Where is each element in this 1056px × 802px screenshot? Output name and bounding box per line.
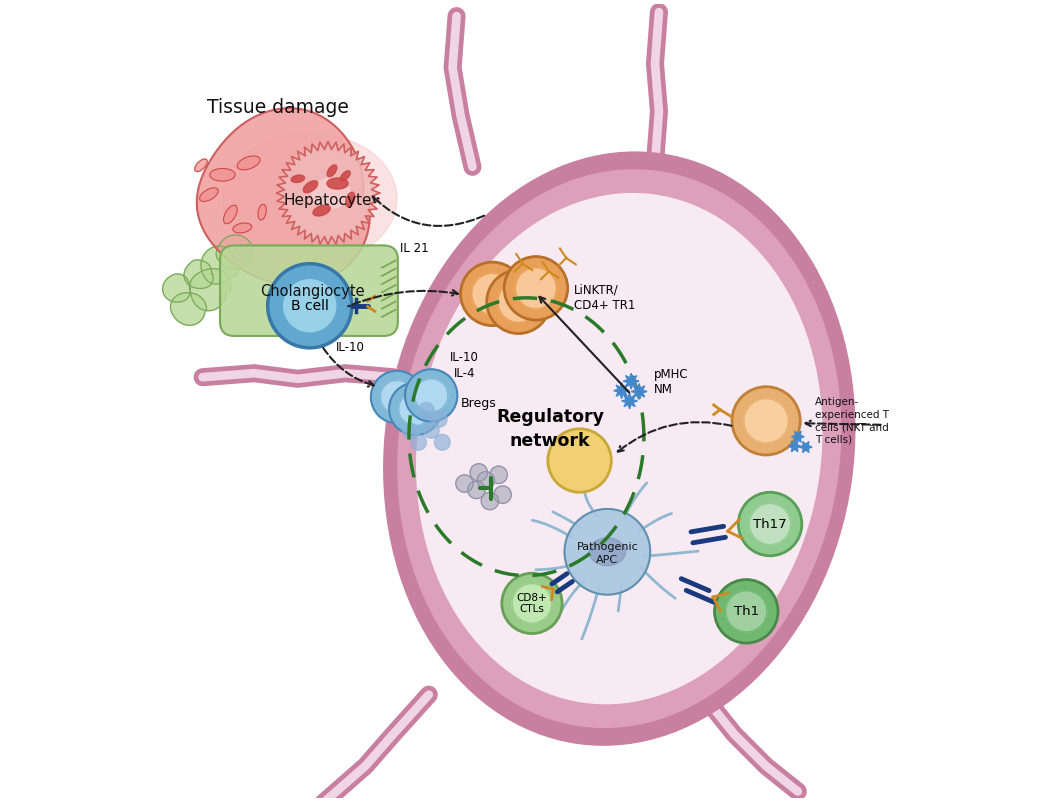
Circle shape [502, 573, 562, 634]
Circle shape [497, 282, 540, 322]
Ellipse shape [305, 279, 338, 304]
Circle shape [468, 481, 485, 499]
Text: Th1: Th1 [734, 605, 759, 618]
Circle shape [487, 270, 550, 334]
Circle shape [380, 380, 414, 414]
Polygon shape [277, 141, 379, 245]
Circle shape [456, 475, 473, 492]
Polygon shape [190, 269, 231, 310]
Circle shape [477, 472, 494, 489]
Polygon shape [631, 383, 647, 399]
Text: Antigen-
experienced T
cells (NKT and
T cells): Antigen- experienced T cells (NKT and T … [815, 397, 889, 444]
Circle shape [267, 264, 352, 348]
Text: IL-10
IL-4: IL-10 IL-4 [450, 350, 479, 380]
Circle shape [389, 383, 441, 435]
Circle shape [732, 387, 800, 455]
Text: pMHC
NM: pMHC NM [654, 368, 689, 396]
Ellipse shape [258, 205, 266, 220]
Text: Bregs: Bregs [460, 397, 496, 410]
Text: Pathogenic
APC: Pathogenic APC [577, 542, 638, 565]
Text: Th17: Th17 [753, 517, 787, 530]
Circle shape [565, 509, 650, 594]
FancyBboxPatch shape [220, 245, 398, 336]
Circle shape [411, 435, 427, 450]
Circle shape [750, 504, 791, 545]
Ellipse shape [345, 192, 355, 207]
Circle shape [512, 584, 552, 623]
Text: LiNKTR/
CD4+ TR1: LiNKTR/ CD4+ TR1 [574, 283, 636, 312]
Text: CD8+
CTLs: CD8+ CTLs [516, 593, 547, 614]
Circle shape [548, 429, 611, 492]
Circle shape [472, 273, 513, 314]
Text: Cholangiocyte: Cholangiocyte [260, 284, 364, 299]
Text: IL-10: IL-10 [336, 342, 364, 354]
Polygon shape [789, 441, 802, 452]
Ellipse shape [341, 171, 351, 180]
Text: Hepatocyte: Hepatocyte [284, 193, 373, 209]
Ellipse shape [224, 205, 238, 224]
Circle shape [715, 580, 778, 643]
Ellipse shape [327, 178, 348, 189]
Text: IL 21: IL 21 [400, 242, 429, 255]
Polygon shape [622, 393, 638, 409]
Ellipse shape [313, 178, 351, 209]
Circle shape [738, 492, 802, 556]
Ellipse shape [383, 152, 854, 745]
Circle shape [725, 591, 767, 632]
Circle shape [515, 268, 557, 309]
Circle shape [482, 492, 498, 510]
Ellipse shape [303, 180, 318, 192]
Ellipse shape [398, 170, 841, 727]
Circle shape [431, 411, 447, 427]
Ellipse shape [223, 133, 397, 264]
Ellipse shape [238, 156, 260, 170]
Ellipse shape [233, 223, 251, 233]
Circle shape [423, 423, 439, 439]
Circle shape [460, 262, 524, 326]
Ellipse shape [417, 193, 822, 703]
Polygon shape [201, 246, 240, 284]
Ellipse shape [589, 538, 625, 565]
Polygon shape [184, 260, 213, 289]
Ellipse shape [194, 159, 207, 172]
Circle shape [406, 369, 457, 422]
Ellipse shape [210, 168, 235, 181]
Polygon shape [799, 442, 812, 452]
Circle shape [371, 371, 423, 423]
Ellipse shape [200, 188, 219, 201]
Polygon shape [216, 235, 252, 269]
Ellipse shape [291, 175, 304, 183]
Circle shape [504, 257, 568, 320]
Text: Regulatory
network: Regulatory network [496, 408, 604, 450]
Circle shape [434, 435, 450, 450]
Circle shape [282, 278, 338, 334]
Circle shape [494, 486, 511, 504]
Ellipse shape [327, 165, 337, 176]
Polygon shape [623, 373, 639, 389]
Circle shape [743, 399, 789, 443]
Circle shape [415, 379, 448, 412]
Circle shape [398, 392, 432, 426]
Text: B cell: B cell [290, 299, 328, 313]
Circle shape [490, 466, 507, 484]
Circle shape [470, 464, 488, 481]
Polygon shape [170, 293, 207, 326]
Polygon shape [614, 383, 629, 399]
Ellipse shape [313, 205, 331, 216]
Polygon shape [196, 108, 370, 286]
Polygon shape [792, 431, 805, 442]
Circle shape [418, 403, 434, 419]
Polygon shape [163, 274, 190, 302]
Text: Tissue damage: Tissue damage [207, 98, 348, 117]
Circle shape [402, 423, 418, 439]
